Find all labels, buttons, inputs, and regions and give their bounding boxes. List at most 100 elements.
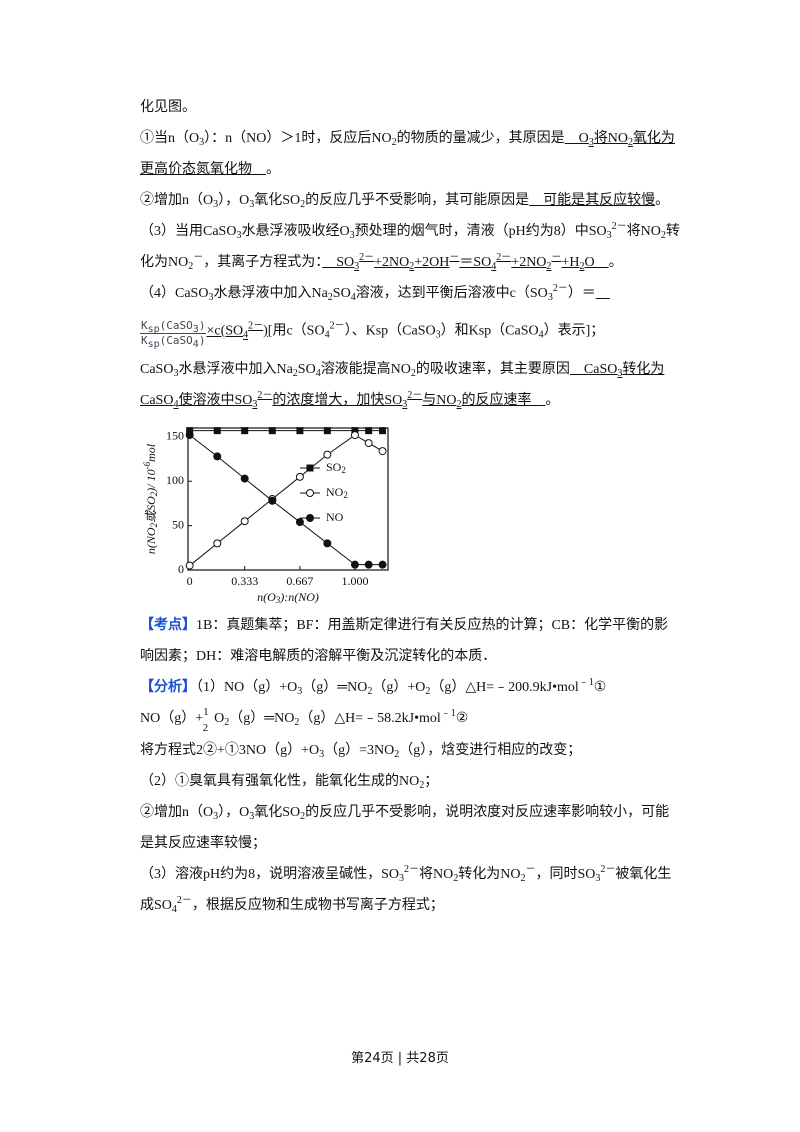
label-run: 2 [149, 491, 159, 496]
text-run: 3 [249, 811, 255, 822]
text-run: (CaSO [159, 319, 193, 332]
data-point [186, 427, 194, 435]
data-point [240, 517, 249, 526]
text-run: 2 [579, 261, 585, 272]
text-run: 2 [294, 717, 300, 728]
text-run: 氧化SO [254, 805, 301, 820]
text-run: 的浓度增大，加快SO [272, 393, 403, 408]
text-run: （g）═NO [302, 680, 368, 695]
text-run: 2－ [496, 252, 512, 263]
text-run: － [449, 252, 460, 263]
text-run: 2 [660, 230, 666, 241]
label-run: ):n(NO) [279, 590, 319, 604]
label-run: 2 [149, 522, 159, 527]
text-run: 氧化为更高价态氮氧化物 [140, 131, 675, 177]
y-tick-label: 50 [172, 517, 184, 531]
text-run: ）表示]； [543, 323, 605, 339]
text-run: ) [263, 323, 268, 339]
text-run: 3 [173, 368, 179, 379]
fraction: Ksp(CaSO3) Ksp(CaSO4) [140, 319, 207, 350]
text-run: O [584, 255, 609, 270]
text-run: 2 [367, 686, 373, 697]
y-tick-label: 150 [166, 429, 184, 443]
text-run: 将NO [626, 224, 661, 239]
text-run: 2 [419, 780, 425, 791]
text-run: 2 [391, 137, 397, 148]
text-run: 2－ [404, 864, 420, 875]
text-run: 3 [435, 329, 441, 341]
text-run: O [214, 711, 225, 726]
paragraph: 【分析】（1）NO（g）+O3（g）═NO2（g）+O2（g）△H=﹣200.9… [140, 672, 682, 703]
text-run: 1 [203, 706, 209, 718]
paragraph: ①当n（O3）：n（NO）＞1时，反应后NO2的物质的量减少，其原因是 O3将N… [140, 123, 682, 185]
text-run: [用c（SO [267, 323, 325, 339]
text-run: 2 [202, 722, 209, 734]
label-run: n(NO [144, 527, 158, 554]
text-run: 2 [292, 368, 298, 379]
text-run: 3 [595, 873, 601, 884]
text-run: （g），焓变进行相应的改变； [399, 743, 582, 758]
data-point [295, 518, 304, 527]
x-tick-label: 0.667 [286, 574, 313, 588]
text-run: 。 [266, 162, 280, 177]
data-point [350, 431, 359, 440]
text-block: 【考点】1B：真题集萃；BF：用盖斯定律进行有关反应热的计算；CB：化学平衡的影… [140, 610, 682, 921]
y-tick-label: 100 [166, 473, 184, 487]
text-run: （g）═NO [229, 711, 295, 726]
legend-marker [306, 489, 314, 497]
text-run: 。 [655, 193, 670, 208]
text-run: 2 [409, 261, 415, 272]
text-run: 1B：真题集萃；BF：用盖斯定律进行有关反应热的计算；CB：化学平衡的影响因素；… [140, 618, 669, 664]
data-point [268, 496, 277, 505]
text-run [596, 286, 610, 301]
text-run: 水悬浮液吸收经O [241, 224, 350, 239]
text-run: 的反应几乎不受影响，说明浓度对反应速率影响较小，可能是其反应速率较慢； [140, 805, 670, 851]
document-body: 化见图。 ①当n（O3）：n（NO）＞1时，反应后NO2的物质的量减少，其原因是 … [140, 92, 682, 921]
data-point [351, 427, 359, 435]
x-tick-label: 1.000 [341, 574, 368, 588]
text-run: ①当n（O [140, 131, 200, 146]
label-run: )/ 10 [144, 469, 158, 492]
text-run: SO [322, 255, 355, 270]
text-run: 2－ [176, 895, 192, 906]
paragraph: 【考点】1B：真题集萃；BF：用盖斯定律进行有关反应热的计算；CB：化学平衡的影… [140, 610, 682, 672]
numerator: Ksp(CaSO3) [140, 319, 207, 335]
text-run: 3 [588, 137, 594, 148]
legend-label: SO2 [326, 460, 346, 475]
text-run: ）和Ksp（CaSO [440, 323, 539, 339]
text-run: 可能是其反应较慢 [529, 193, 656, 208]
text-run: 4 [350, 292, 356, 303]
data-point [364, 439, 373, 448]
text-run: 2 [410, 368, 416, 379]
text-run: 转化为NO [140, 224, 680, 270]
text-run: 使溶液中SO [178, 393, 253, 408]
text-run: 4 [173, 399, 179, 410]
legend-marker [306, 464, 314, 472]
text-run: 将NO [593, 131, 628, 146]
text-run: 4 [315, 368, 321, 379]
text-run: 3 [606, 230, 612, 241]
text-run: 2 [520, 873, 526, 884]
paragraph: NO（g）+12O2（g）═NO2（g）△H=﹣58.2kJ•mol﹣1② [140, 703, 682, 735]
data-point [213, 427, 221, 435]
y-axis-label: n(NO2或SO2)/ 10-6mol [142, 443, 159, 554]
text-run: 水悬浮液中加入Na [178, 362, 293, 377]
text-block: 化见图。 ①当n（O3）：n（NO）＞1时，反应后NO2的物质的量减少，其原因是 … [140, 92, 682, 416]
text-run: 2 [425, 686, 431, 697]
text-run: 2－ [552, 283, 568, 294]
text-run: 4 [491, 261, 497, 272]
text-run: 2－ [257, 390, 273, 401]
text-run: 2 [546, 261, 552, 272]
text-run: ，其离子方程式为： [203, 255, 323, 270]
text-run: 2 [453, 873, 459, 884]
data-point [378, 560, 387, 569]
paragraph: （3）溶液pH约为8，说明溶液呈碱性，SO32－将NO2转化为NO2－，同时SO… [140, 859, 682, 921]
text-run: ②增加n（O [140, 193, 214, 208]
chart: 0 50 100 150 0 0.333 0.667 1.000 n(O3):n(NO) n(NO… [142, 427, 389, 605]
text-run: 2－ [359, 252, 375, 263]
plot-frame [187, 427, 389, 571]
text-run: 4 [538, 329, 544, 341]
text-run: 被氧化生成SO [140, 867, 672, 913]
text-run: 2 [188, 261, 194, 272]
text-run: 【分析】 [140, 680, 196, 695]
